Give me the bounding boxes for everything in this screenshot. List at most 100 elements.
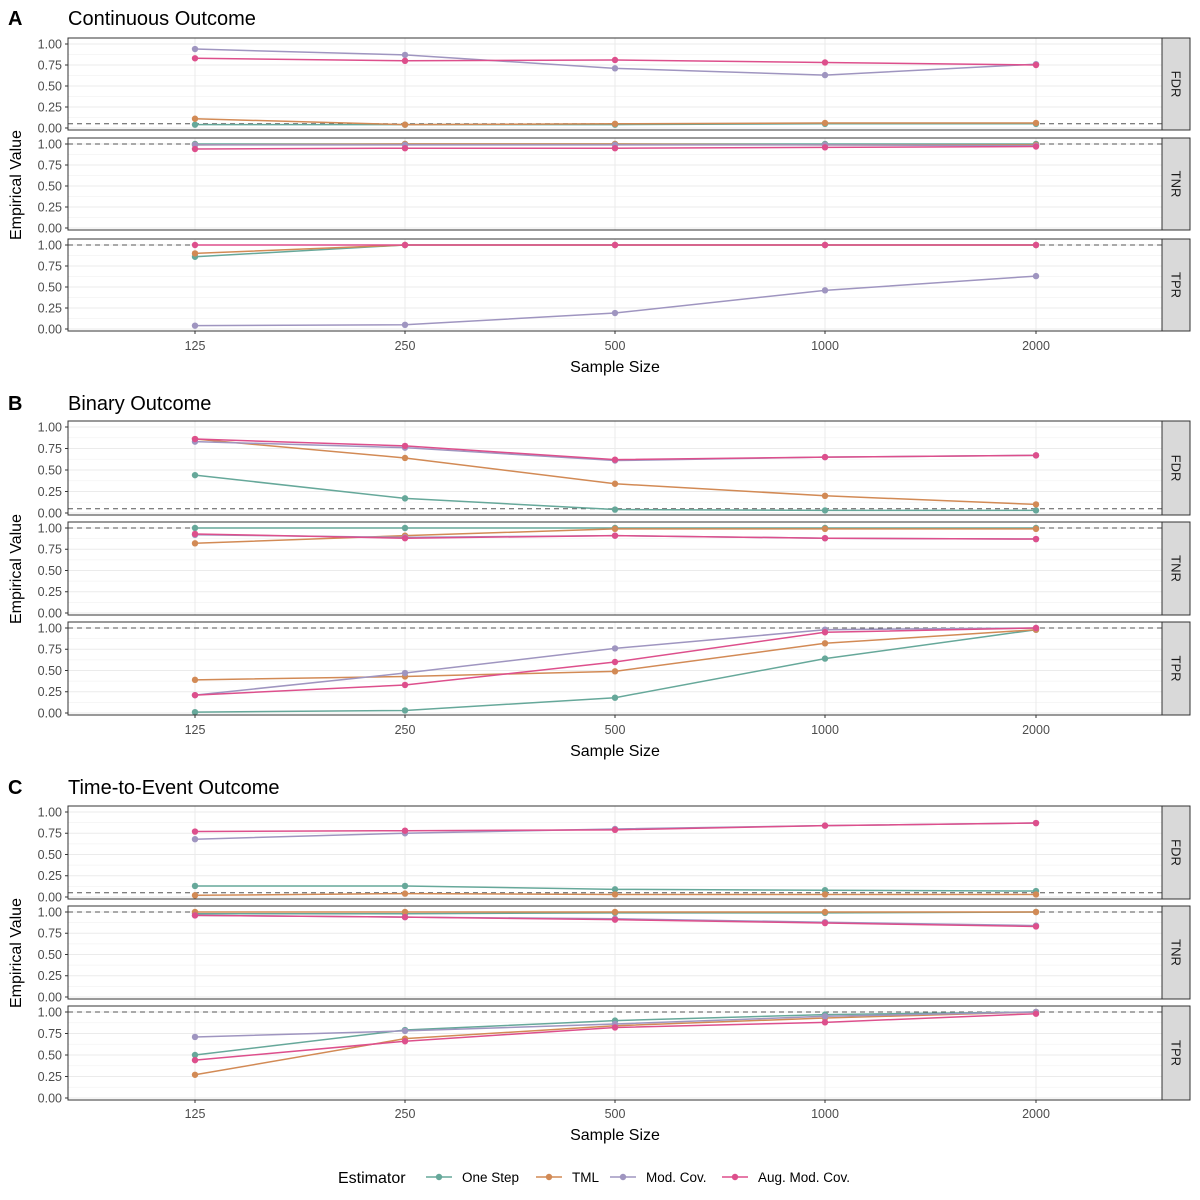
y-tick-label: 0.25 <box>38 869 62 883</box>
panel-c-fdr-tml-point-500 <box>611 891 619 898</box>
panel-c-fdr-tml-point-125 <box>191 892 199 899</box>
panel-a-tpr-aug-mod-cov-point-125 <box>191 241 199 249</box>
panel-b-title: Binary Outcome <box>68 393 211 415</box>
panel-a-tpr-mod-cov-point-1000 <box>821 287 829 294</box>
panel-a-tpr-strip-label: TPR <box>1169 272 1184 298</box>
panel-b-tpr-aug-mod-cov-point-2000 <box>1032 624 1040 632</box>
y-tick-label: 0.00 <box>38 990 62 1004</box>
panel-c-tnr-aug-mod-cov-point-1000 <box>821 919 829 927</box>
panel-b-tnr-tml-point-500 <box>611 525 619 533</box>
panel-a-title: Continuous Outcome <box>68 8 256 30</box>
y-tick-label: 0.25 <box>38 685 62 699</box>
panel-c-tpr-facet: 0.00 0.25 0.50 0.75 1.00 TPR <box>38 1005 1191 1105</box>
panel-a-letter: A <box>8 8 22 30</box>
panel-a-tnr-facet: 0.00 0.25 0.50 0.75 1.00 TNR <box>38 137 1191 235</box>
panel-c-fdr-tml-point-2000 <box>1032 891 1040 898</box>
panel-a-tpr-aug-mod-cov-point-1000 <box>821 241 829 249</box>
panel-c-tpr-aug-mod-cov-point-500 <box>611 1024 619 1031</box>
panel-b-fdr-aug-mod-cov-point-250 <box>401 442 409 450</box>
panel-c-x-axis-title: Sample Size <box>570 1127 660 1144</box>
panel-a-tnr-aug-mod-cov-point-500 <box>611 145 619 152</box>
panel-c-fdr-one-step-point-125 <box>191 882 199 890</box>
panel-c-tpr-strip <box>1161 1005 1191 1101</box>
panel-b-fdr-strip <box>1161 420 1191 516</box>
y-tick-label: 0.75 <box>38 543 62 557</box>
panel-c-tpr-aug-mod-cov-point-1000 <box>821 1019 829 1026</box>
y-tick-label: 0.00 <box>38 121 62 135</box>
y-tick-label: 0.25 <box>38 485 62 499</box>
y-tick-label: 1.00 <box>38 521 62 535</box>
panel-b-tnr-one-step-point-125 <box>191 524 199 532</box>
panel-b-fdr-aug-mod-cov-point-1000 <box>821 453 829 461</box>
y-tick-label: 0.50 <box>38 179 62 193</box>
panel-b-tnr-strip-label: TNR <box>1169 555 1184 582</box>
panel-a: A Continuous Outcome 0.00 0.25 0.50 0.75 1.00 F… <box>8 8 1191 376</box>
x-tick-label-500: 500 <box>605 1107 626 1121</box>
panel-b-tpr-mod-cov-point-250 <box>401 669 409 677</box>
y-tick-label: 0.75 <box>38 643 62 657</box>
x-tick-label-2000: 2000 <box>1022 339 1050 353</box>
y-tick-label: 0.50 <box>38 463 62 477</box>
panel-b-x-axis-title: Sample Size <box>570 743 660 760</box>
y-tick-label: 0.25 <box>38 200 62 214</box>
y-tick-label: 0.00 <box>38 1091 62 1105</box>
y-tick-label: 1.00 <box>38 905 62 919</box>
legend-label-one-step: One Step <box>462 1170 519 1185</box>
panel-c-tpr-mod-cov-point-250 <box>401 1027 409 1035</box>
y-tick-label: 0.50 <box>38 948 62 962</box>
panel-a-tpr-mod-cov-point-250 <box>401 321 409 328</box>
panel-b-tpr-tml-point-500 <box>611 668 619 675</box>
y-tick-label: 1.00 <box>38 420 62 434</box>
panel-b-tpr-one-step-point-125 <box>191 708 199 716</box>
y-tick-label: 0.00 <box>38 322 62 336</box>
panel-c-tpr-aug-mod-cov-point-2000 <box>1032 1010 1040 1017</box>
panel-b-fdr-one-step-point-125 <box>191 471 199 479</box>
panel-b-tpr-aug-mod-cov-point-125 <box>191 691 199 699</box>
panel-c-fdr-aug-mod-cov-point-2000 <box>1032 819 1040 827</box>
legend: Estimator One Step TML Mod. Cov. Aug. Mod. C… <box>338 1170 850 1187</box>
panel-b-tnr-tml-point-125 <box>191 540 199 547</box>
panel-a-fdr-aug-mod-cov-point-125 <box>191 55 199 62</box>
legend-label-aug-mod-cov: Aug. Mod. Cov. <box>758 1170 850 1185</box>
panel-b-tpr-tml-point-1000 <box>821 640 829 647</box>
panel-b-tnr-facet: 0.00 0.25 0.50 0.75 1.00 TNR <box>38 521 1191 620</box>
panel-b-tpr-one-step-point-1000 <box>821 655 829 662</box>
y-tick-label: 0.00 <box>38 706 62 720</box>
legend-title: Estimator <box>338 1170 406 1187</box>
y-tick-label: 0.75 <box>38 827 62 841</box>
panel-c-tnr-strip-label: TNR <box>1169 939 1184 966</box>
panel-b-tpr-strip-label: TPR <box>1169 656 1184 682</box>
panel-c-fdr-facet: 0.00 0.25 0.50 0.75 1.00 FDR <box>38 805 1191 904</box>
panel-c-tpr-mod-cov-point-1000 <box>821 1013 829 1020</box>
panel-a-tpr-tml-point-125 <box>191 250 199 257</box>
panel-b-tpr-aug-mod-cov-point-250 <box>401 681 409 689</box>
panel-b-tnr-aug-mod-cov-point-250 <box>401 535 409 542</box>
panel-c-fdr-tml-point-250 <box>401 890 409 897</box>
panel-a-fdr-aug-mod-cov-point-500 <box>611 56 619 64</box>
y-tick-label: 0.00 <box>38 221 62 235</box>
x-tick-label-1000: 1000 <box>811 723 839 737</box>
panel-b-tpr-aug-mod-cov-point-500 <box>611 658 619 666</box>
panel-c-tpr-strip-label: TPR <box>1169 1040 1184 1066</box>
panel-a-fdr-aug-mod-cov-point-250 <box>401 57 409 64</box>
y-tick-label: 0.25 <box>38 1070 62 1084</box>
y-tick-label: 0.75 <box>38 259 62 273</box>
panel-a-fdr-strip-label: FDR <box>1169 71 1184 98</box>
panel-c-tpr-one-step-point-125 <box>191 1051 199 1059</box>
x-tick-label-1000: 1000 <box>811 1107 839 1121</box>
y-tick-label: 0.50 <box>38 564 62 578</box>
panel-b-fdr-tml-point-250 <box>401 454 409 462</box>
panel-c-fdr-aug-mod-cov-point-500 <box>611 826 619 834</box>
y-tick-label: 0.75 <box>38 158 62 172</box>
panel-b-fdr-aug-mod-cov-point-2000 <box>1032 452 1040 459</box>
panel-b-fdr-one-step-point-500 <box>611 506 619 513</box>
panel-a-fdr-tml-point-500 <box>611 120 619 128</box>
panel-c-fdr-strip <box>1161 805 1191 900</box>
panel-c-fdr-strip-label: FDR <box>1169 839 1184 866</box>
panel-a-fdr-tml-point-1000 <box>821 119 829 127</box>
y-tick-label: 0.50 <box>38 280 62 294</box>
panel-c-fdr-aug-mod-cov-point-125 <box>191 828 199 835</box>
panel-b: B Binary Outcome0.000.250.500.751.00FDR0.… <box>8 393 1191 760</box>
panel-c-tnr-aug-mod-cov-point-125 <box>191 912 199 919</box>
panel-a-tpr-aug-mod-cov-point-500 <box>611 241 619 249</box>
